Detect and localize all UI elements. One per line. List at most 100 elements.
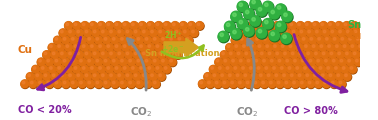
Circle shape [358, 22, 366, 29]
Circle shape [335, 67, 337, 69]
Circle shape [55, 38, 58, 40]
Circle shape [339, 36, 347, 44]
Text: Sn modification: Sn modification [145, 49, 220, 58]
Circle shape [152, 58, 160, 66]
Circle shape [67, 29, 75, 37]
Circle shape [222, 52, 224, 55]
Circle shape [276, 22, 287, 33]
Circle shape [353, 52, 356, 55]
Circle shape [162, 59, 164, 62]
Circle shape [225, 21, 235, 32]
Circle shape [313, 51, 322, 59]
Circle shape [307, 80, 314, 88]
Circle shape [128, 80, 136, 88]
Circle shape [299, 80, 307, 88]
Circle shape [119, 80, 128, 88]
Circle shape [143, 74, 145, 77]
Circle shape [285, 30, 287, 33]
Circle shape [291, 80, 299, 88]
Circle shape [123, 45, 126, 47]
Circle shape [254, 36, 262, 44]
Circle shape [280, 43, 288, 51]
Text: CO$_2$: CO$_2$ [130, 106, 152, 119]
Circle shape [284, 13, 287, 17]
Circle shape [372, 38, 375, 40]
Circle shape [76, 29, 84, 37]
Circle shape [115, 45, 118, 47]
Circle shape [256, 6, 267, 16]
Circle shape [169, 37, 177, 45]
Circle shape [174, 51, 182, 59]
Circle shape [236, 74, 239, 77]
Circle shape [144, 58, 152, 67]
Circle shape [268, 29, 276, 37]
Circle shape [134, 30, 137, 33]
Circle shape [119, 58, 127, 66]
Circle shape [240, 38, 243, 40]
Circle shape [177, 36, 184, 44]
Circle shape [342, 44, 350, 52]
Circle shape [232, 65, 240, 73]
Circle shape [284, 52, 286, 55]
Circle shape [265, 20, 268, 24]
Circle shape [339, 81, 342, 84]
Circle shape [28, 74, 30, 77]
Circle shape [92, 51, 100, 59]
Circle shape [281, 73, 289, 80]
Circle shape [133, 29, 141, 37]
Circle shape [253, 52, 255, 55]
Circle shape [233, 30, 236, 34]
Circle shape [89, 66, 98, 74]
Circle shape [363, 36, 370, 44]
Circle shape [149, 29, 157, 37]
Circle shape [291, 29, 299, 37]
Circle shape [315, 58, 323, 66]
Circle shape [84, 73, 92, 81]
Circle shape [46, 80, 54, 88]
Circle shape [242, 22, 251, 30]
Circle shape [138, 22, 146, 29]
Circle shape [345, 74, 347, 77]
Circle shape [263, 1, 273, 12]
Circle shape [262, 81, 264, 84]
Circle shape [143, 30, 145, 33]
Circle shape [263, 19, 274, 30]
Circle shape [321, 51, 329, 59]
Circle shape [314, 29, 322, 37]
Circle shape [296, 44, 304, 52]
Circle shape [310, 65, 318, 73]
Circle shape [263, 18, 273, 29]
Circle shape [277, 58, 285, 67]
Circle shape [361, 29, 369, 37]
Circle shape [303, 43, 311, 51]
Circle shape [39, 81, 41, 84]
Circle shape [339, 58, 347, 66]
Circle shape [174, 51, 181, 59]
Circle shape [322, 29, 330, 37]
Circle shape [171, 22, 180, 30]
Circle shape [155, 65, 163, 73]
Circle shape [263, 38, 266, 40]
Circle shape [344, 23, 347, 26]
Circle shape [316, 37, 325, 45]
Circle shape [87, 80, 94, 88]
Circle shape [322, 29, 330, 37]
Circle shape [274, 45, 276, 47]
Circle shape [243, 73, 250, 80]
Circle shape [118, 74, 121, 77]
Circle shape [258, 73, 266, 80]
Circle shape [241, 43, 249, 51]
Circle shape [258, 29, 262, 33]
Circle shape [45, 58, 53, 66]
Circle shape [294, 65, 302, 73]
Circle shape [239, 36, 247, 44]
Circle shape [182, 29, 191, 37]
Circle shape [340, 37, 348, 45]
Circle shape [148, 45, 150, 47]
Text: CO$_2$: CO$_2$ [236, 106, 258, 119]
Circle shape [314, 29, 322, 37]
Circle shape [160, 58, 168, 66]
Circle shape [358, 22, 367, 30]
Circle shape [322, 52, 325, 55]
Circle shape [73, 22, 81, 30]
